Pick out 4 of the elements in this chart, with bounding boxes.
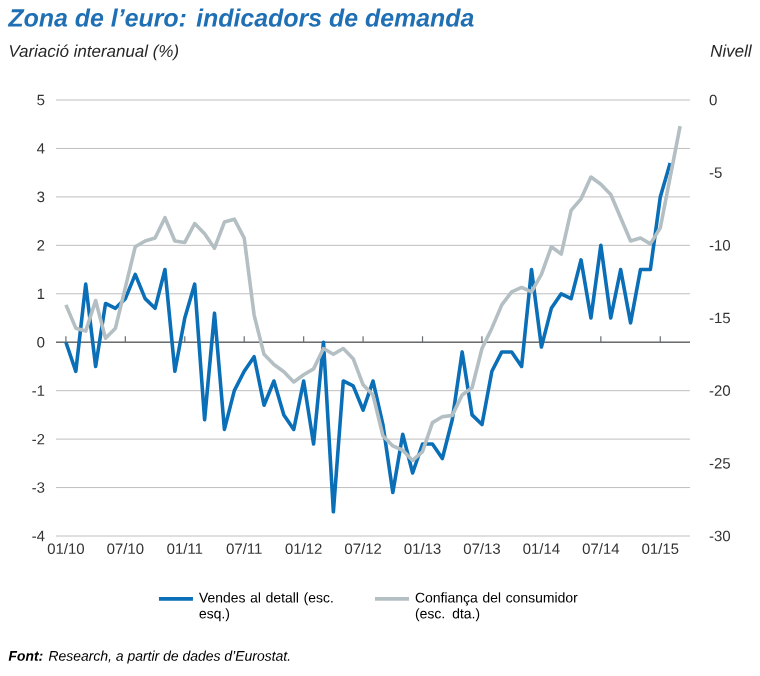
y-axis-title: Variació interanual (%): [9, 44, 179, 61]
chart-title: Zona de l’euro: indicadors de demanda: [7, 8, 474, 27]
line-series: [64, 161, 672, 514]
y2-axis-title: Nivell: [710, 44, 752, 57]
